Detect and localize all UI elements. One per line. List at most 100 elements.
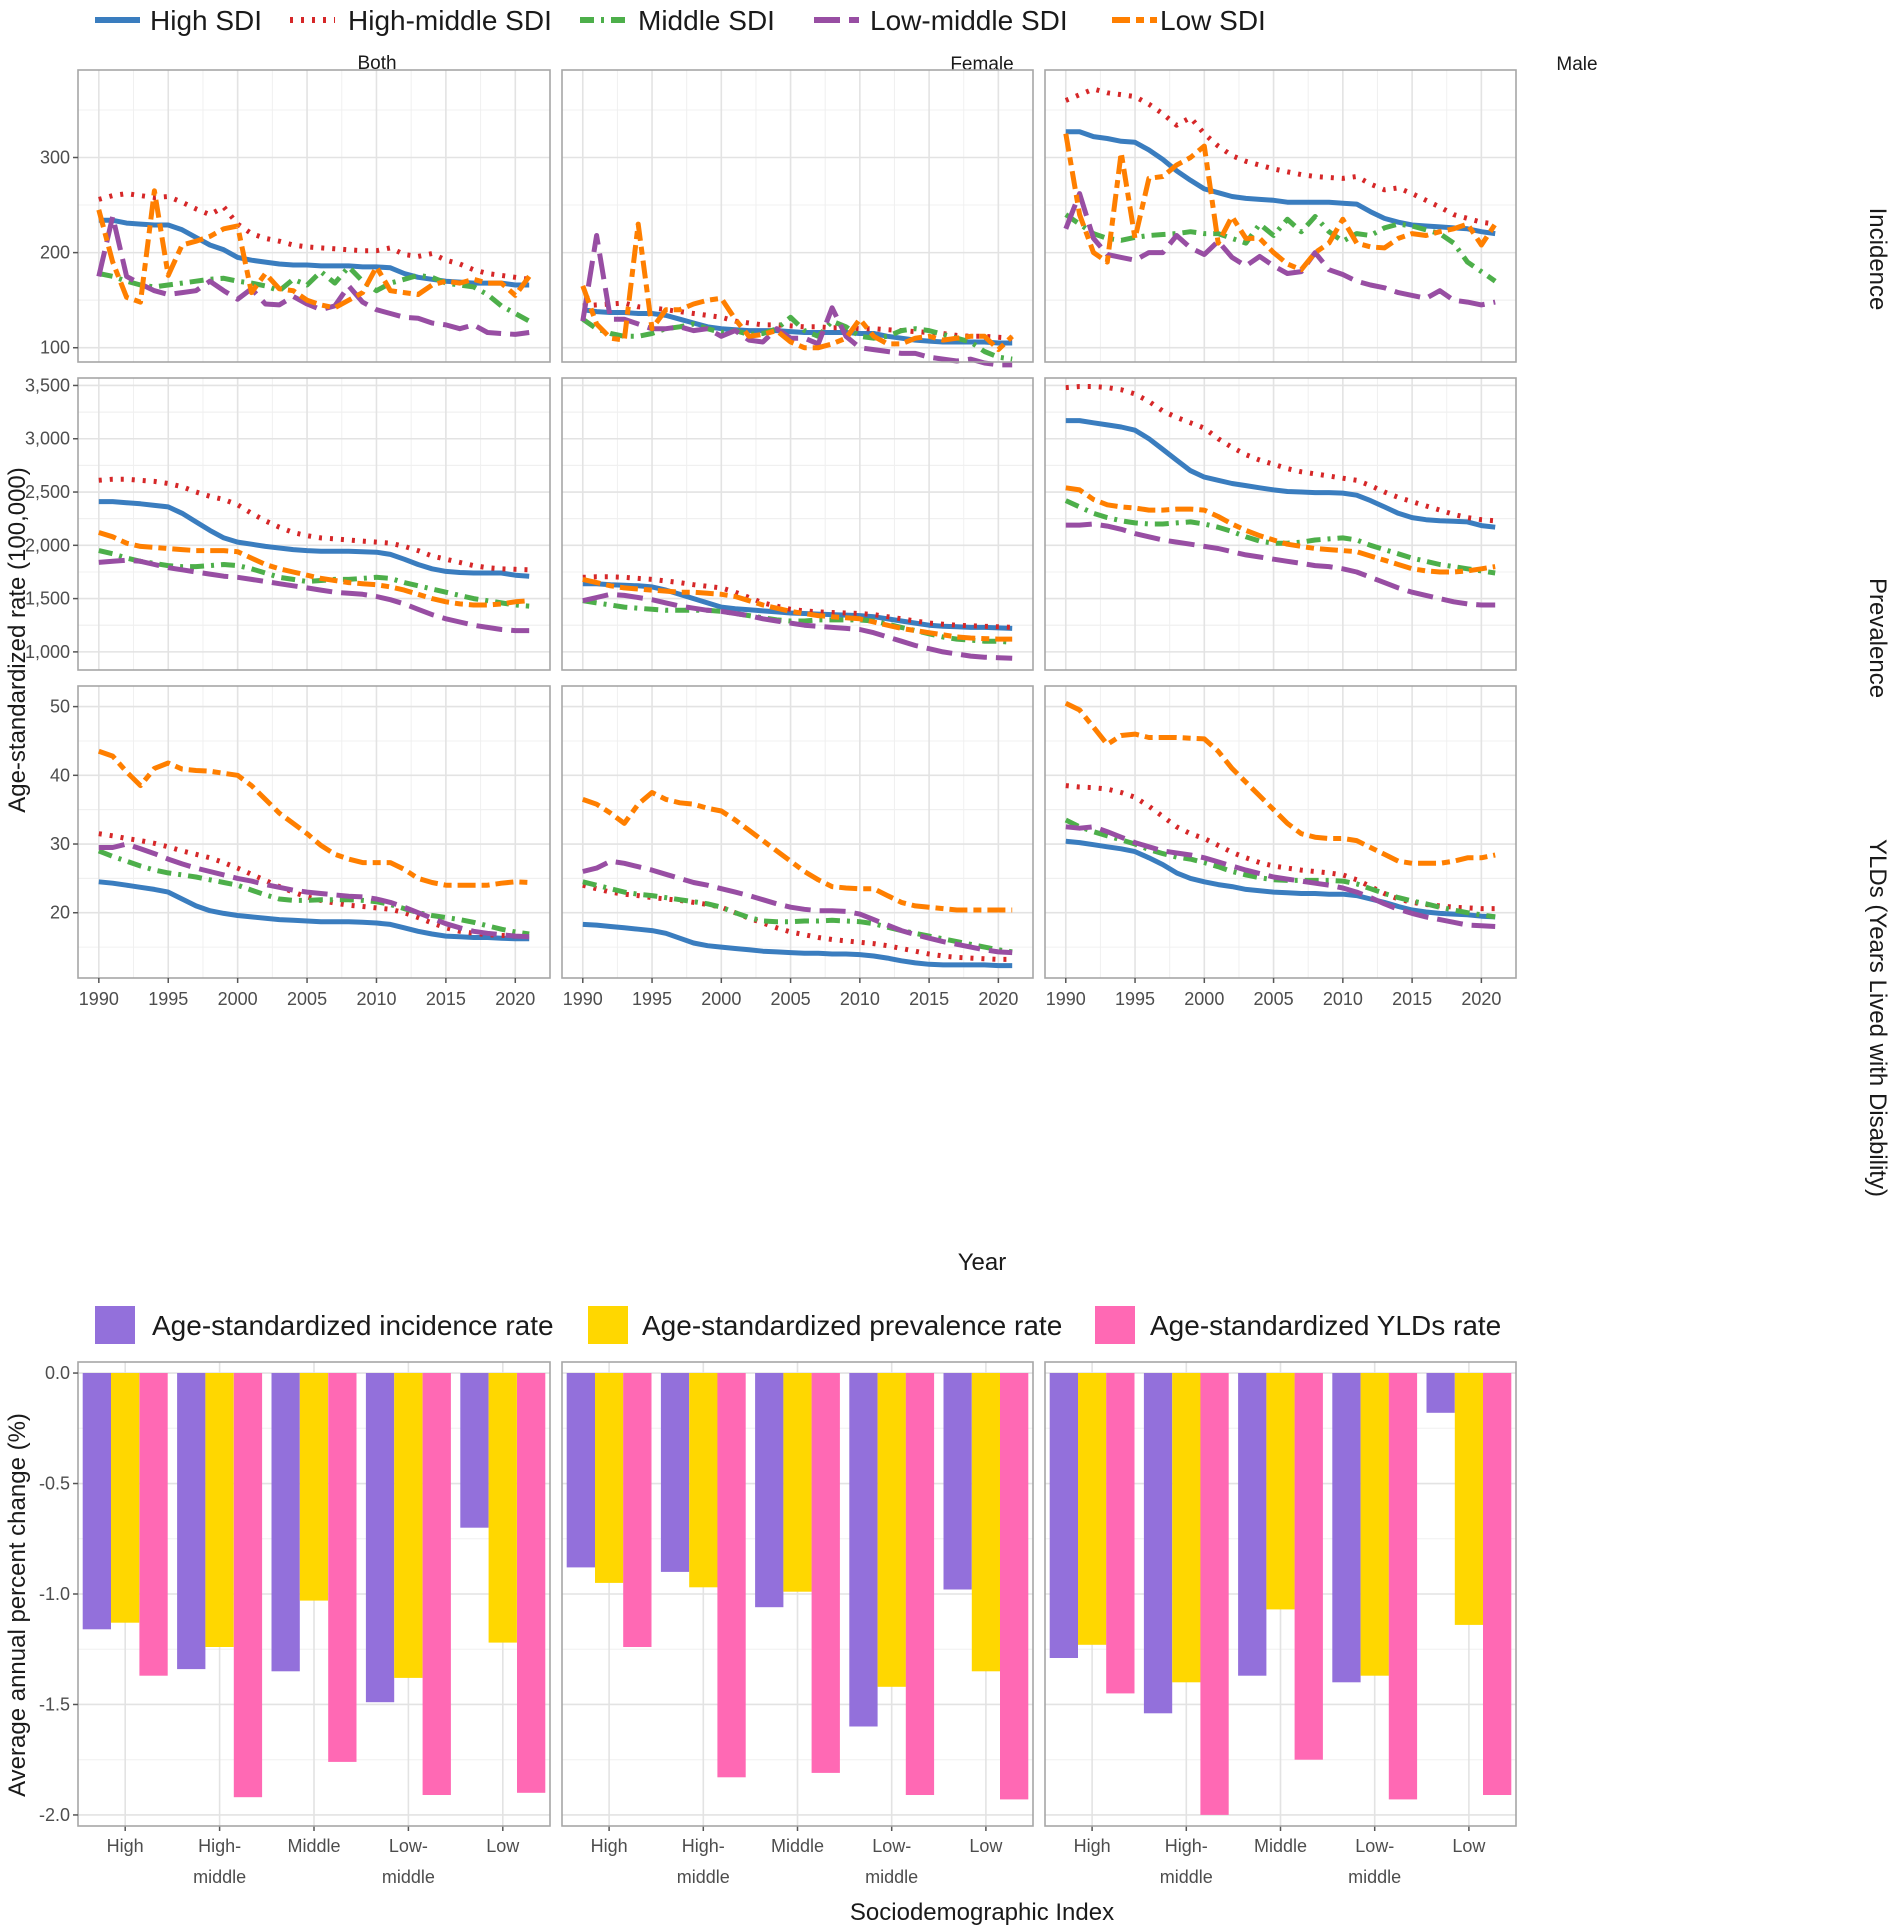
category-tick-label: Middle	[1254, 1836, 1307, 1856]
series-line-middle-sdi	[1064, 212, 1497, 284]
panel-border	[77, 377, 551, 671]
legend-label-ylds-rate: Age-standardized YLDs rate	[1150, 1310, 1501, 1341]
bar-age-standardized-incidence-rate-high-middle	[177, 1373, 206, 1670]
bar-age-standardized-prevalence-rate-high	[111, 1373, 140, 1623]
x-tick-label: 2000	[1184, 989, 1224, 1009]
bar-age-standardized-ylds-rate-middle	[328, 1373, 357, 1762]
x-tick-label: 1995	[1115, 989, 1155, 1009]
legend-swatch-prevalence-rate	[588, 1306, 628, 1344]
series-line-middle-sdi	[581, 314, 1013, 362]
y-tick-label: -0.5	[39, 1474, 70, 1494]
y-tick-label: 300	[40, 148, 70, 168]
category-tick-label: middle	[1348, 1867, 1401, 1887]
panel-border	[561, 1361, 1034, 1827]
panel-prevalence-male	[1044, 377, 1517, 671]
panel-border	[77, 685, 551, 979]
legend-item-low-middle-sdi: Low-middle SDI	[814, 5, 1068, 36]
bar-age-standardized-incidence-rate-middle	[755, 1373, 784, 1608]
bar-age-standardized-prevalence-rate-low-middle	[1360, 1373, 1389, 1676]
bar-age-standardized-ylds-rate-high-middle	[717, 1373, 746, 1778]
panel-incidence-male	[1044, 69, 1517, 363]
panel-border	[77, 69, 551, 363]
bar-age-standardized-prevalence-rate-high-middle	[1172, 1373, 1201, 1683]
y-tick-label: 30	[50, 834, 70, 854]
series-line-middle-sdi	[1064, 498, 1496, 576]
bar-age-standardized-ylds-rate-high	[1106, 1373, 1135, 1694]
panel-border	[1044, 377, 1517, 671]
panel-border	[561, 377, 1034, 671]
legend-swatch-incidence-rate	[95, 1306, 135, 1344]
panel-ylds-male: 1990 1995 2000 2005 2010 2015 2020	[1044, 685, 1517, 1009]
bar-age-standardized-ylds-rate-low-middle	[422, 1373, 451, 1795]
panel-background	[1045, 70, 1516, 362]
bar-age-standardized-prevalence-rate-low-middle	[394, 1373, 423, 1678]
bar-age-standardized-ylds-rate-high	[623, 1373, 652, 1647]
category-tick-label: Low	[969, 1836, 1003, 1856]
bar-age-standardized-ylds-rate-low	[1483, 1373, 1512, 1795]
category-tick-label: Low	[1452, 1836, 1486, 1856]
series-line-high-sdi	[1065, 838, 1496, 920]
bar-age-standardized-incidence-rate-high	[82, 1373, 111, 1630]
series-line-high-sdi	[98, 499, 530, 579]
series-line-high-middle-sdi	[582, 882, 1013, 962]
panel-background	[78, 378, 550, 670]
bar-age-standardized-incidence-rate-high	[566, 1373, 595, 1568]
bar-age-standardized-ylds-rate-middle	[1294, 1373, 1323, 1760]
x-tick-label: 2020	[978, 989, 1018, 1009]
category-tick-label: High	[591, 1836, 628, 1856]
bar-age-standardized-ylds-rate-low	[1000, 1373, 1029, 1800]
bar-panel-female: High High-middle Middle Low-middle Low	[561, 1361, 1034, 1887]
category-tick-label: High	[1074, 1836, 1111, 1856]
legend-label-middle-sdi: Middle SDI	[638, 5, 775, 36]
y-tick-label: 3,500	[25, 375, 70, 395]
category-tick-label: middle	[382, 1867, 435, 1887]
series-line-high-sdi	[582, 921, 1013, 969]
bar-legend: Age-standardized incidence rate Age-stan…	[95, 1306, 1501, 1344]
panel-border	[561, 685, 1034, 979]
x-tick-label: 2005	[771, 989, 811, 1009]
category-tick-label: High	[107, 1836, 144, 1856]
panel-border	[1044, 69, 1517, 363]
panel-border	[1044, 1361, 1517, 1827]
x-tick-label: 2020	[1461, 989, 1501, 1009]
series-line-low-middle-sdi	[1065, 824, 1496, 929]
line-ylabel: Age-standardized rate (100,000)	[4, 467, 31, 813]
column-title-both: Both	[357, 53, 396, 74]
series-line-low-sdi	[581, 790, 1013, 913]
bar-age-standardized-incidence-rate-low	[460, 1373, 489, 1528]
series-line-low-middle-sdi	[98, 841, 530, 940]
series-line-high-middle-sdi	[1065, 783, 1496, 912]
x-tick-label: 1990	[79, 989, 119, 1009]
line-xlabel: Year	[958, 1249, 1007, 1276]
bar-age-standardized-prevalence-rate-low	[971, 1373, 1001, 1672]
bar-age-standardized-incidence-rate-low-middle	[365, 1373, 395, 1703]
category-tick-label: Middle	[771, 1836, 824, 1856]
bar-age-standardized-incidence-rate-low-middle	[1332, 1373, 1361, 1683]
series-line-low-sdi	[1064, 700, 1496, 866]
series-line-low-sdi	[582, 576, 1013, 642]
row-title-prevalence: Prevalence	[1864, 578, 1891, 698]
bar-age-standardized-prevalence-rate-middle	[1266, 1373, 1295, 1610]
y-tick-label: -1.0	[39, 1584, 70, 1604]
series-line-low-sdi	[96, 188, 532, 311]
panel-background	[1045, 686, 1516, 978]
panel-incidence-both: 100 200 300	[40, 69, 551, 363]
x-tick-label: 1995	[632, 989, 672, 1009]
x-tick-label: 1990	[1046, 989, 1086, 1009]
legend-item-high-sdi: High SDI	[95, 5, 262, 36]
series-line-low-middle-sdi	[582, 858, 1013, 956]
row-title-incidence: Incidence	[1864, 208, 1891, 311]
series-line-high-sdi	[98, 879, 530, 942]
category-tick-label: middle	[1160, 1867, 1213, 1887]
panel-ylds-female: 1990 1995 2000 2005 2010 2015 2020	[561, 685, 1034, 1009]
series-line-middle-sdi	[582, 598, 1013, 645]
y-tick-label: 2,500	[25, 482, 70, 502]
y-tick-label: 0.0	[45, 1363, 70, 1383]
bar-age-standardized-incidence-rate-low	[1426, 1373, 1455, 1413]
y-tick-label: 100	[40, 338, 70, 358]
panel-border	[561, 69, 1034, 363]
category-tick-label: Low-	[389, 1836, 428, 1856]
bar-age-standardized-ylds-rate-high	[139, 1373, 168, 1676]
x-tick-label: 1995	[148, 989, 188, 1009]
